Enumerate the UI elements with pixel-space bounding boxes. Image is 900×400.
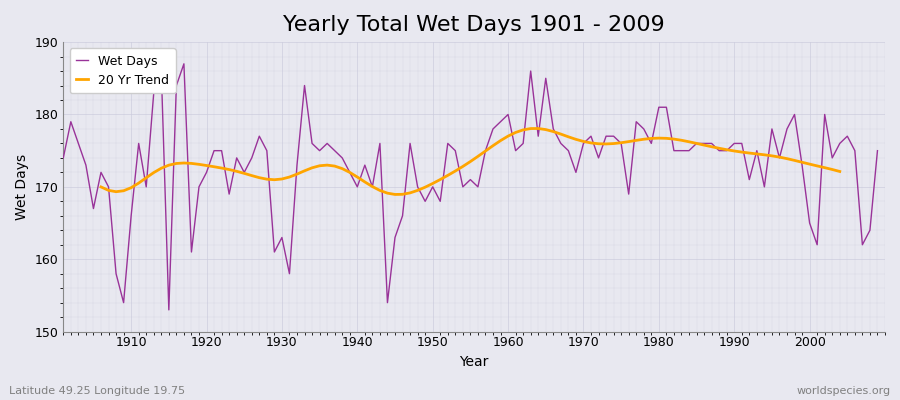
20 Yr Trend — [834, 169, 845, 174]
20 Yr Trend — [472, 154, 483, 159]
Wet Days — [518, 141, 528, 146]
20 Yr Trend — [292, 172, 302, 176]
Line: 20 Yr Trend: 20 Yr Trend — [101, 128, 840, 194]
Legend: Wet Days, 20 Yr Trend: Wet Days, 20 Yr Trend — [69, 48, 176, 93]
20 Yr Trend — [533, 126, 544, 131]
Title: Yearly Total Wet Days 1901 - 2009: Yearly Total Wet Days 1901 - 2009 — [284, 15, 665, 35]
20 Yr Trend — [691, 141, 702, 146]
X-axis label: Year: Year — [460, 355, 489, 369]
20 Yr Trend — [95, 184, 106, 189]
Wet Days — [299, 83, 310, 88]
20 Yr Trend — [321, 163, 332, 168]
Wet Days — [178, 62, 189, 66]
Wet Days — [510, 148, 521, 153]
Text: worldspecies.org: worldspecies.org — [796, 386, 891, 396]
Wet Days — [164, 308, 175, 312]
Wet Days — [118, 300, 129, 305]
Text: Latitude 49.25 Longitude 19.75: Latitude 49.25 Longitude 19.75 — [9, 386, 185, 396]
20 Yr Trend — [269, 177, 280, 182]
Line: Wet Days: Wet Days — [63, 64, 878, 310]
Wet Days — [608, 134, 619, 138]
20 Yr Trend — [495, 138, 506, 143]
Y-axis label: Wet Days: Wet Days — [15, 154, 29, 220]
Wet Days — [872, 148, 883, 153]
Wet Days — [58, 156, 68, 160]
Wet Days — [345, 170, 356, 175]
20 Yr Trend — [390, 192, 400, 197]
